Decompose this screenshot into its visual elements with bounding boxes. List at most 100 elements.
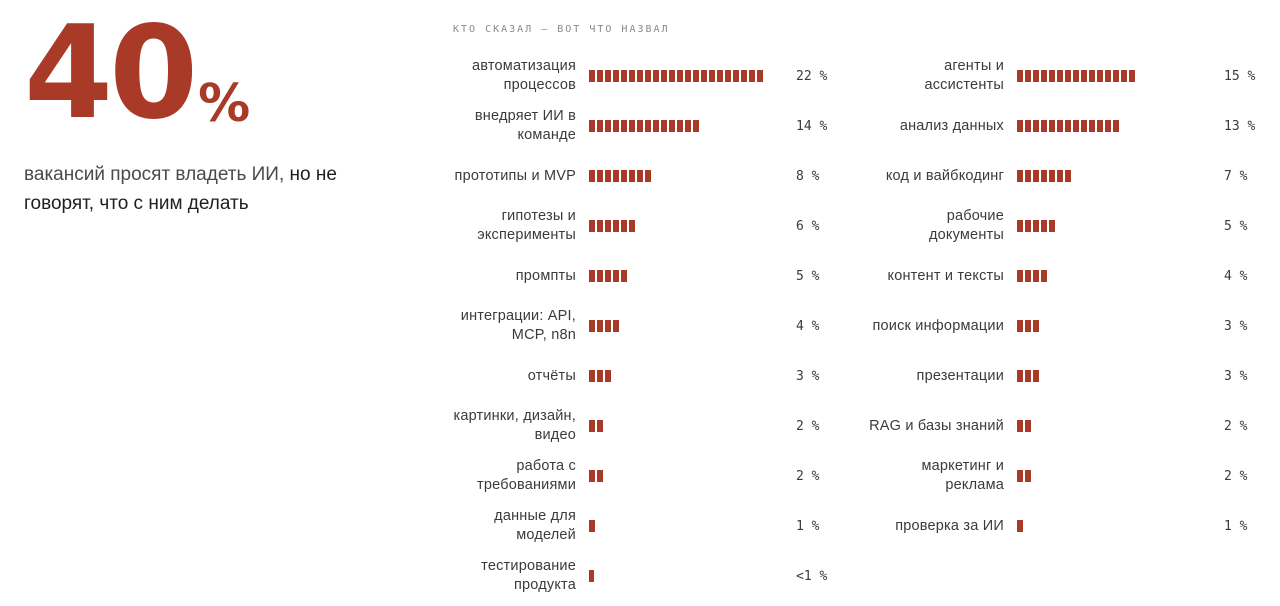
category-label: картинки, дизайн, видео bbox=[453, 408, 576, 443]
bar-segment bbox=[661, 120, 667, 132]
bar-segment bbox=[605, 170, 611, 182]
category-label: поиск информации bbox=[872, 317, 1004, 334]
chart-header: КТО СКАЗАЛ — ВОТ ЧТО НАЗВАЛ bbox=[453, 24, 670, 35]
hero-block: 40 % вакансий просят владеть ИИ, но не г… bbox=[24, 10, 404, 218]
data-bar bbox=[589, 470, 603, 482]
bar-segment bbox=[621, 120, 627, 132]
bar-segment bbox=[1025, 170, 1031, 182]
data-bar bbox=[1017, 170, 1071, 182]
bar-segment bbox=[589, 170, 595, 182]
bar-segment bbox=[645, 70, 651, 82]
bar-segment bbox=[1073, 70, 1079, 82]
big-stat-number: 40 bbox=[24, 0, 198, 148]
chart-row: код и вайбкодинг 7 % bbox=[868, 151, 1280, 201]
bar-segment bbox=[629, 120, 635, 132]
bar-segment bbox=[605, 320, 611, 332]
category-label: отчёты bbox=[527, 367, 576, 384]
category-label: RAG и базы знаний bbox=[869, 417, 1004, 434]
bar-segment bbox=[1025, 220, 1031, 232]
value-label: 15 % bbox=[1224, 68, 1256, 84]
bar-segment bbox=[1065, 170, 1071, 182]
bar-segment bbox=[589, 520, 595, 532]
bar-segment bbox=[701, 70, 707, 82]
bar-segment bbox=[589, 470, 595, 482]
bar-segment bbox=[693, 120, 699, 132]
bar-segment bbox=[637, 120, 643, 132]
data-bar bbox=[589, 170, 651, 182]
bar-segment bbox=[613, 270, 619, 282]
bar-segment bbox=[621, 220, 627, 232]
bar-segment bbox=[613, 220, 619, 232]
bar-segment bbox=[709, 70, 715, 82]
bar-segment bbox=[725, 70, 731, 82]
bar-segment bbox=[1049, 120, 1055, 132]
chart-row: интеграции: API, MCP, n8n 4 % bbox=[440, 301, 856, 351]
value-label: 3 % bbox=[1224, 368, 1248, 384]
category-label: рабочие документы bbox=[928, 208, 1004, 243]
bar-segment bbox=[1073, 120, 1079, 132]
bar-segment bbox=[1025, 370, 1031, 382]
value-label: 5 % bbox=[796, 268, 820, 284]
bar-segment bbox=[1121, 70, 1127, 82]
data-bar bbox=[589, 320, 619, 332]
bar-segment bbox=[605, 220, 611, 232]
bar-segment bbox=[1017, 320, 1023, 332]
bar-segment bbox=[1017, 370, 1023, 382]
bar-segment bbox=[589, 270, 595, 282]
chart-row: поиск информации 3 % bbox=[868, 301, 1280, 351]
data-bar bbox=[589, 520, 595, 532]
bar-segment bbox=[1025, 270, 1031, 282]
bar-segment bbox=[1041, 270, 1047, 282]
bar-segment bbox=[605, 70, 611, 82]
bar-segment bbox=[1049, 220, 1055, 232]
chart-row: презентации 3 % bbox=[868, 351, 1280, 401]
data-bar bbox=[1017, 370, 1039, 382]
chart-row: промпты 5 % bbox=[440, 251, 856, 301]
data-bar bbox=[589, 420, 603, 432]
bar-segment bbox=[1025, 420, 1031, 432]
category-label: промпты bbox=[515, 267, 576, 284]
data-bar bbox=[589, 270, 627, 282]
bar-segment bbox=[1097, 70, 1103, 82]
chart-row: прототипы и MVP 8 % bbox=[440, 151, 856, 201]
bar-segment bbox=[597, 170, 603, 182]
value-label: <1 % bbox=[796, 568, 828, 584]
bar-segment bbox=[1025, 70, 1031, 82]
chart-row: рабочие документы 5 % bbox=[868, 201, 1280, 251]
value-label: 1 % bbox=[1224, 518, 1248, 534]
bar-segment bbox=[629, 70, 635, 82]
bar-segment bbox=[1017, 420, 1023, 432]
bar-segment bbox=[597, 120, 603, 132]
bar-segment bbox=[1033, 220, 1039, 232]
bar-segment bbox=[1017, 470, 1023, 482]
bar-segment bbox=[1089, 70, 1095, 82]
data-bar bbox=[589, 220, 635, 232]
chart-row: внедряет ИИ в команде 14 % bbox=[440, 101, 856, 151]
hero-text-strong1: но не bbox=[289, 164, 337, 185]
bar-segment bbox=[1041, 170, 1047, 182]
bar-segment bbox=[1081, 120, 1087, 132]
bar-segment bbox=[621, 170, 627, 182]
category-label: презентации bbox=[916, 367, 1004, 384]
bar-segment bbox=[589, 320, 595, 332]
bar-segment bbox=[597, 420, 603, 432]
category-label: агенты и ассистенты bbox=[924, 58, 1004, 93]
bar-segment bbox=[1113, 120, 1119, 132]
category-label: проверка за ИИ bbox=[895, 517, 1004, 534]
hero-text-strong2: говорят, что с ним делать bbox=[24, 193, 249, 214]
hero-description: вакансий просят владеть ИИ, но не говоря… bbox=[24, 160, 404, 218]
bar-segment bbox=[1057, 120, 1063, 132]
data-bar bbox=[589, 570, 594, 582]
bar-segment bbox=[1065, 70, 1071, 82]
bar-segment bbox=[685, 70, 691, 82]
bar-segment bbox=[1033, 270, 1039, 282]
value-label: 3 % bbox=[1224, 318, 1248, 334]
bar-segment bbox=[605, 370, 611, 382]
bar-segment bbox=[1041, 70, 1047, 82]
bar-segment bbox=[1113, 70, 1119, 82]
value-label: 5 % bbox=[1224, 218, 1248, 234]
bar-segment bbox=[1129, 70, 1135, 82]
bar-segment bbox=[1033, 320, 1039, 332]
bar-segment bbox=[1057, 70, 1063, 82]
bar-segment bbox=[1041, 120, 1047, 132]
